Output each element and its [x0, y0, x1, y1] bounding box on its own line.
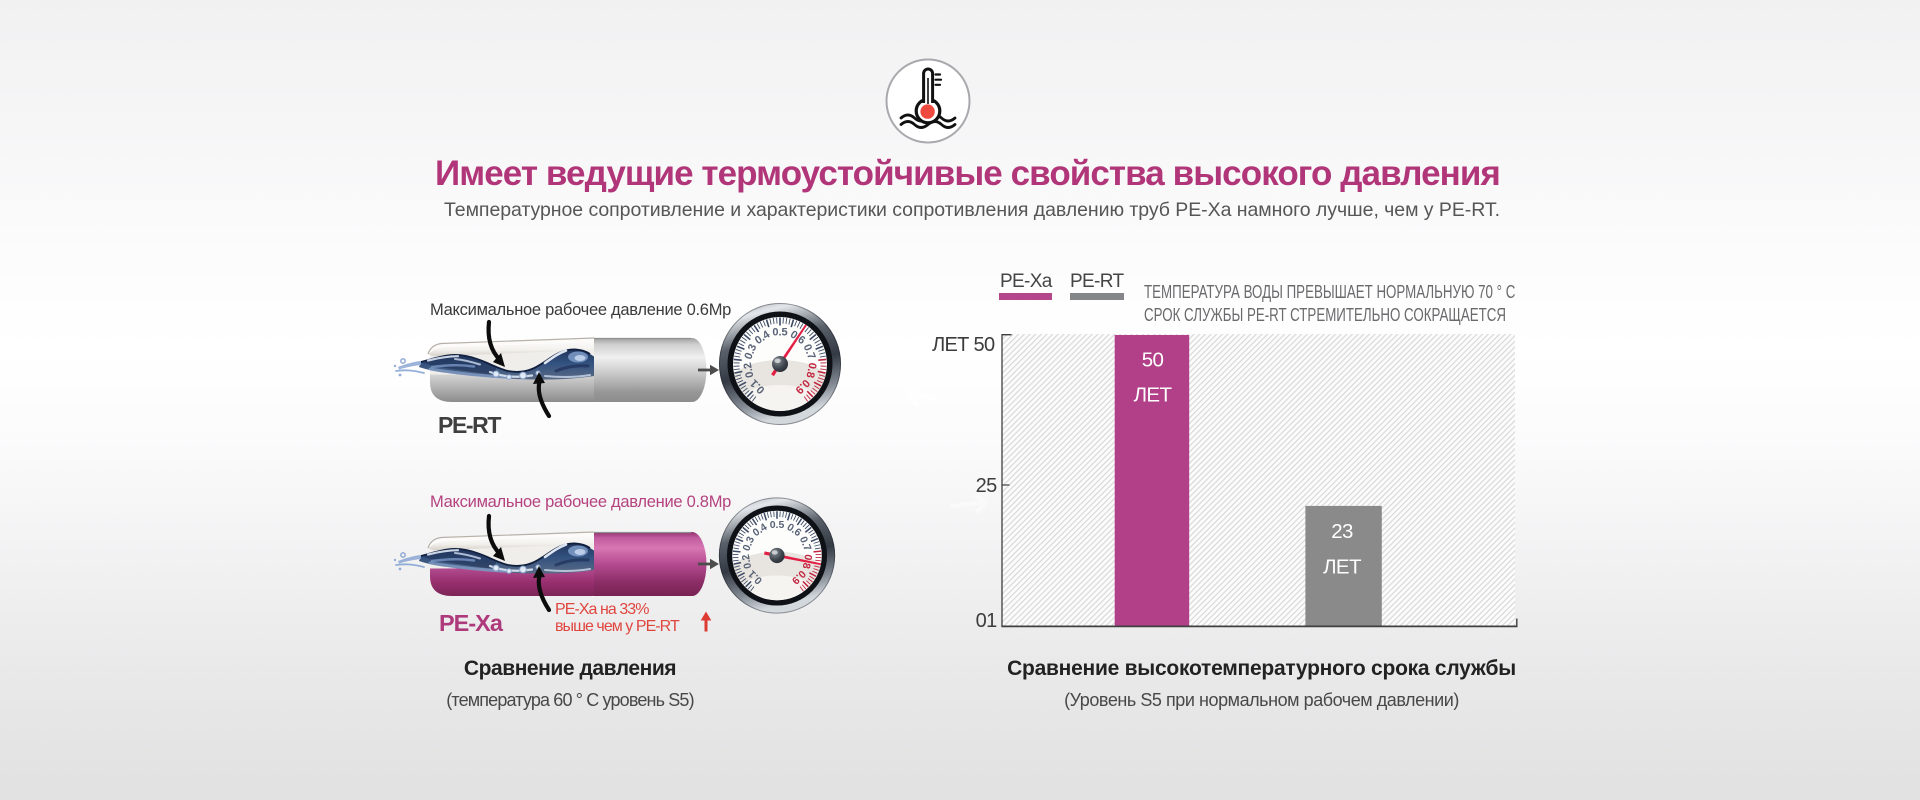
- svg-text:0.2: 0.2: [741, 553, 755, 570]
- svg-text:25: 25: [976, 475, 997, 497]
- svg-text:ЛЕТ: ЛЕТ: [1134, 383, 1173, 406]
- svg-text:01: 01: [976, 610, 997, 632]
- svg-text:0.8: 0.8: [804, 361, 819, 378]
- svg-text:23: 23: [1331, 520, 1353, 543]
- svg-text:0.3: 0.3: [742, 343, 759, 362]
- svg-text:0.5: 0.5: [772, 327, 787, 339]
- svg-text:ЛЕТ: ЛЕТ: [1323, 555, 1362, 578]
- svg-text:0.5: 0.5: [770, 520, 785, 531]
- svg-text:0.7: 0.7: [797, 535, 813, 553]
- svg-text:0.3: 0.3: [741, 535, 757, 553]
- svg-text:50: 50: [1142, 349, 1164, 372]
- svg-text:0.7: 0.7: [801, 343, 818, 362]
- svg-text:ЛЕТ 50: ЛЕТ 50: [932, 334, 995, 356]
- svg-text:0.2: 0.2: [742, 361, 757, 378]
